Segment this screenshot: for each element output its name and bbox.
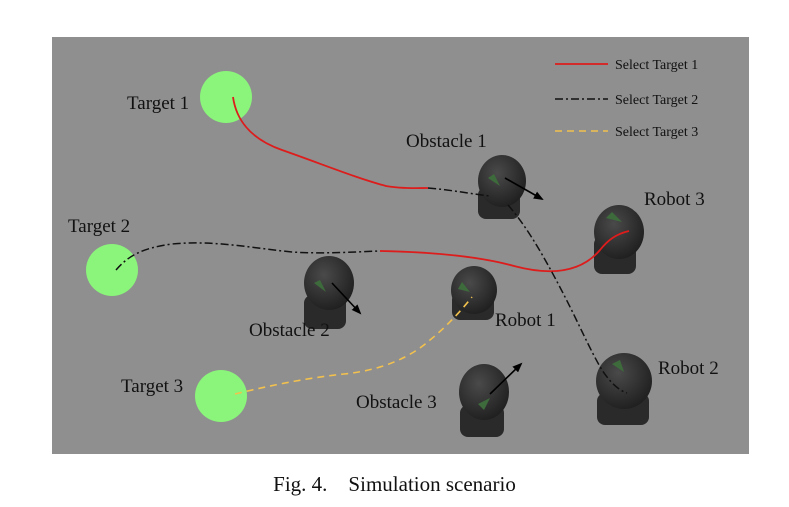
obstacle-3-body — [459, 364, 509, 437]
obstacle-2-body — [304, 256, 354, 329]
obstacle-1-body — [478, 155, 526, 219]
obstacle-3-label: Obstacle 3 — [356, 392, 437, 413]
legend-label-target-3: Select Target 3 — [615, 125, 698, 140]
target-1-disc — [200, 71, 252, 123]
target-1-label: Target 1 — [127, 93, 189, 114]
obstacle-1-label: Obstacle 1 — [406, 131, 487, 152]
trajectory-target-1-robot3 — [379, 230, 630, 273]
robot-3-label: Robot 3 — [644, 189, 705, 210]
target-3-label: Target 3 — [121, 376, 183, 397]
legend-label-target-1: Select Target 1 — [615, 58, 698, 73]
obstacle-3-arrow — [489, 362, 523, 395]
trajectory-target-2-left — [115, 242, 381, 271]
target-3-disc — [195, 370, 247, 422]
figure-caption: Fig. 4. Simulation scenario — [273, 472, 516, 496]
target-2-label: Target 2 — [68, 216, 130, 237]
robot-1-body — [451, 266, 497, 320]
trajectory-target-2-upper — [427, 187, 491, 197]
obstacle-1-arrow — [504, 177, 544, 200]
trajectory-target-1 — [232, 96, 429, 190]
legend-label-target-2: Select Target 2 — [615, 93, 698, 108]
robot-1-label: Robot 1 — [495, 310, 556, 331]
target-2-disc — [86, 244, 138, 296]
robot-2-label: Robot 2 — [658, 358, 719, 379]
obstacle-2-arrow — [331, 282, 362, 315]
trajectory-target-3 — [234, 296, 473, 395]
obstacle-2-label: Obstacle 2 — [249, 320, 330, 341]
robot-2-body — [596, 353, 652, 425]
